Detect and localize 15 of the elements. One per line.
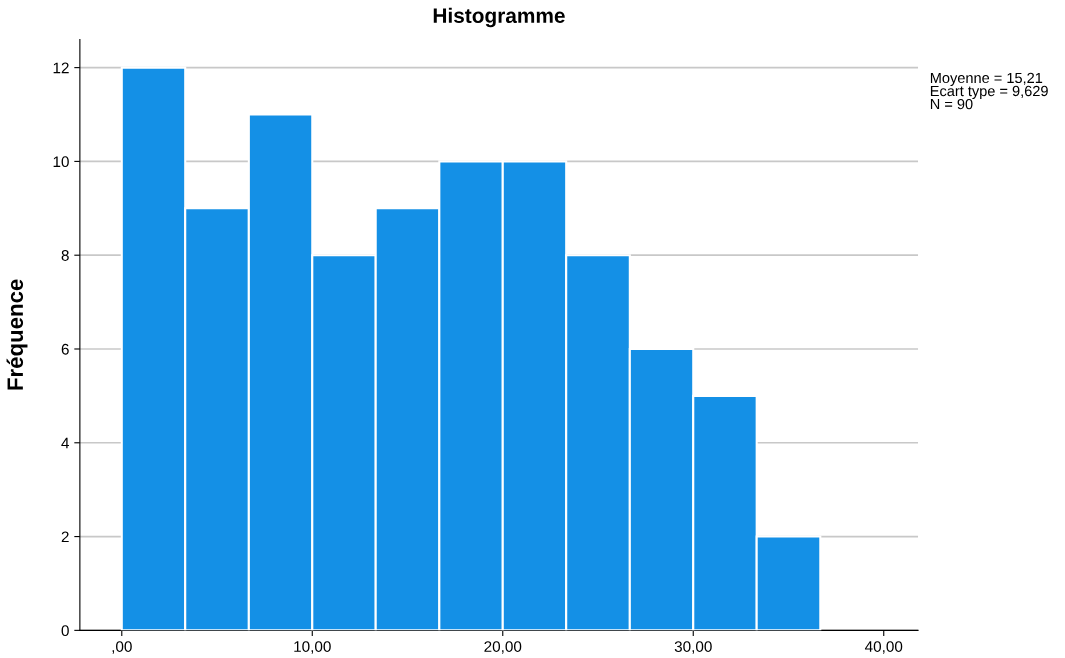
x-tick-label: 20,00 bbox=[484, 641, 522, 654]
x-tick-label: 40,00 bbox=[864, 641, 903, 654]
y-tick-label: 10 bbox=[53, 156, 69, 168]
y-tick-label: 8 bbox=[61, 250, 69, 261]
y-tick-label: 6 bbox=[61, 343, 69, 355]
y-tick-label: 12 bbox=[53, 62, 69, 74]
y-tick-label: 2 bbox=[61, 531, 69, 543]
x-tick-label: 30,00 bbox=[674, 641, 712, 654]
y-tick-label: 4 bbox=[61, 437, 70, 449]
text: Moyenne = 15,21 Ecart type = 9,629 N = 90 bbox=[930, 72, 1048, 110]
y-tick-label: 0 bbox=[61, 625, 69, 637]
x-tick-label: ,00 bbox=[112, 641, 132, 654]
y-axis-title: Fréquence bbox=[6, 279, 28, 390]
x-tick-label: 10,00 bbox=[294, 641, 331, 654]
chart-title: Histogramme bbox=[433, 7, 565, 28]
